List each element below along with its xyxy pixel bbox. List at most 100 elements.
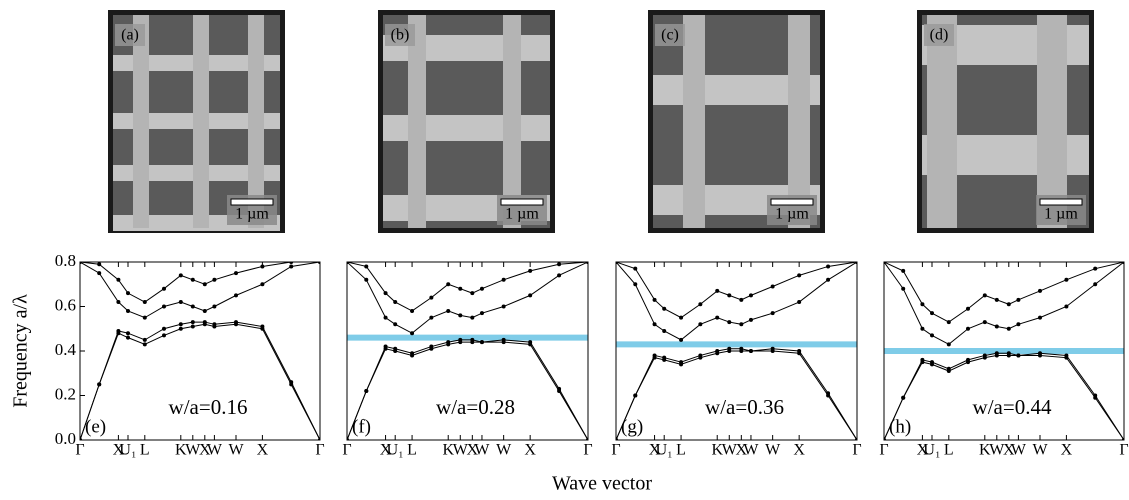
- image-label: (a): [121, 27, 139, 44]
- x-tick-label: W: [228, 442, 244, 459]
- band-point: [920, 302, 924, 306]
- figure: Frequency a/λ Wave vector (a)1 µm(b)1 µm…: [0, 0, 1129, 500]
- band-point: [797, 273, 801, 277]
- band-point: [384, 291, 388, 295]
- band-line: [80, 262, 320, 318]
- band-point: [234, 320, 238, 324]
- band-point: [1038, 351, 1042, 355]
- band-point: [384, 345, 388, 349]
- band-point: [191, 325, 195, 329]
- x-tick-label: Γ: [852, 442, 861, 459]
- band-point: [739, 347, 743, 351]
- image-label: (d): [930, 27, 949, 44]
- band-point: [1064, 305, 1068, 309]
- band-point: [446, 282, 450, 286]
- band-point: [289, 380, 293, 384]
- x-tick-label: L: [407, 442, 417, 459]
- band-point: [364, 389, 368, 393]
- band-point: [930, 333, 934, 337]
- band-point: [1093, 394, 1097, 398]
- band-point: [203, 282, 207, 286]
- x-tick-label: W: [1011, 442, 1027, 459]
- grid-bar: [193, 15, 209, 228]
- band-point: [698, 302, 702, 306]
- band-point: [966, 327, 970, 331]
- y-axis-label: Frequency a/λ: [10, 294, 32, 408]
- band-point: [947, 367, 951, 371]
- scale-bar-label: 1 µm: [505, 206, 539, 223]
- x-tick-label: W: [743, 442, 759, 459]
- x-tick-label: U₁: [119, 442, 136, 459]
- x-tick-label: Γ: [583, 442, 592, 459]
- band-point: [930, 311, 934, 315]
- band-point: [983, 320, 987, 324]
- scale-bar: [1040, 199, 1082, 205]
- band-point: [191, 278, 195, 282]
- band-point: [364, 264, 368, 268]
- band-point: [633, 282, 637, 286]
- annotation: w/a=0.16: [169, 395, 248, 419]
- band-point: [126, 291, 130, 295]
- x-axis-label: Wave vector: [552, 473, 652, 495]
- band-point: [260, 282, 264, 286]
- x-tick-label: X: [524, 442, 536, 459]
- y-tick-label: 0.4: [55, 340, 77, 359]
- band-point: [727, 320, 731, 324]
- band-point: [212, 322, 216, 326]
- band-point: [458, 287, 462, 291]
- band-point: [502, 305, 506, 309]
- band-point: [97, 271, 101, 275]
- band-point: [653, 353, 657, 357]
- band-point: [393, 322, 397, 326]
- band-point: [393, 347, 397, 351]
- band-point: [679, 360, 683, 364]
- band-point: [727, 347, 731, 351]
- band-point: [126, 309, 130, 313]
- band-point: [557, 273, 561, 277]
- band-point: [1016, 353, 1020, 357]
- band-point: [191, 305, 195, 309]
- panel-label: (h): [889, 416, 911, 437]
- band-point: [212, 278, 216, 282]
- band-point: [162, 287, 166, 291]
- x-tick-label: L: [140, 442, 150, 459]
- band-point: [727, 293, 731, 297]
- scale-bar-label: 1 µm: [1044, 206, 1078, 223]
- band-point: [143, 300, 147, 304]
- band-point: [739, 298, 743, 302]
- band-point: [480, 287, 484, 291]
- scale-bar-label: 1 µm: [235, 206, 269, 223]
- band-point: [234, 271, 238, 275]
- band-point: [653, 322, 657, 326]
- band-point: [698, 322, 702, 326]
- band-point: [920, 358, 924, 362]
- band-point: [1016, 298, 1020, 302]
- band-point: [410, 309, 414, 313]
- x-tick-label: L: [676, 442, 686, 459]
- band-point: [995, 325, 999, 329]
- annotation: w/a=0.28: [436, 395, 515, 419]
- band-point: [1007, 302, 1011, 306]
- band-line: [884, 262, 1124, 322]
- band-point: [557, 387, 561, 391]
- band-point: [97, 382, 101, 386]
- band-point: [797, 349, 801, 353]
- band-point: [771, 284, 775, 288]
- band-point: [480, 340, 484, 344]
- band-point: [739, 322, 743, 326]
- band-point: [995, 351, 999, 355]
- band-point: [289, 264, 293, 268]
- band-point: [1064, 278, 1068, 282]
- band-point: [1093, 267, 1097, 271]
- x-tick-label: W: [207, 442, 223, 459]
- band-point: [470, 291, 474, 295]
- band-point: [116, 300, 120, 304]
- band-point: [662, 356, 666, 360]
- band-line: [80, 324, 320, 440]
- band-point: [143, 342, 147, 346]
- band-point: [179, 273, 183, 277]
- x-tick-label: Γ: [879, 442, 888, 459]
- band-point: [179, 327, 183, 331]
- scale-bar: [501, 199, 543, 205]
- band-point: [983, 293, 987, 297]
